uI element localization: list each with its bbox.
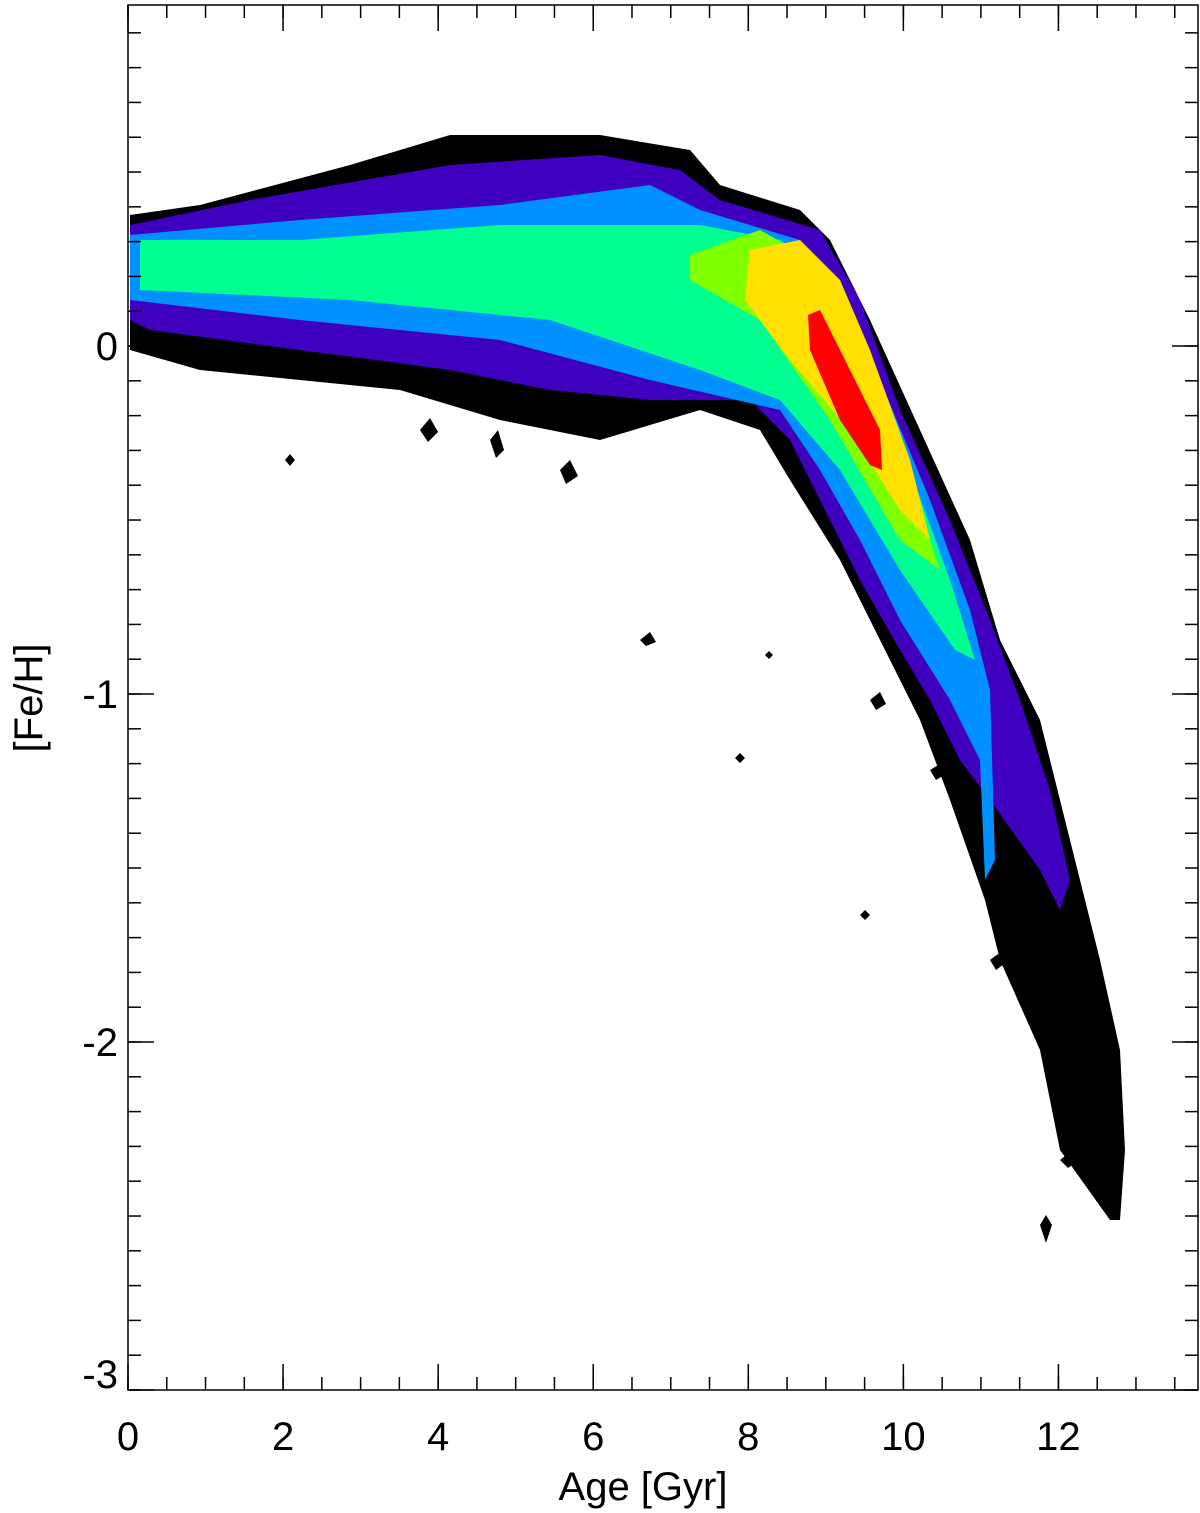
x-tick-label: 10 bbox=[881, 1415, 926, 1459]
x-axis-title: Age [Gyr] bbox=[559, 1465, 728, 1509]
y-tick-label: -2 bbox=[82, 1021, 118, 1065]
x-tick-label: 8 bbox=[737, 1415, 759, 1459]
x-tick-label: 12 bbox=[1036, 1415, 1081, 1459]
contour-band bbox=[140, 225, 975, 660]
plot-frame bbox=[127, 4, 1199, 1391]
x-tick-label: 6 bbox=[582, 1415, 604, 1459]
y-tick-label: -1 bbox=[82, 673, 118, 717]
contour-band bbox=[690, 230, 940, 570]
x-tick-label: 0 bbox=[117, 1415, 139, 1459]
x-tick-label: 2 bbox=[272, 1415, 294, 1459]
contour-bands bbox=[130, 135, 1125, 1243]
y-tick-label: 0 bbox=[96, 325, 118, 369]
x-tick-label: 4 bbox=[427, 1415, 449, 1459]
y-tick-label: -3 bbox=[82, 1353, 118, 1397]
y-axis-title: [Fe/H] bbox=[7, 644, 51, 753]
contour-band bbox=[808, 310, 882, 470]
